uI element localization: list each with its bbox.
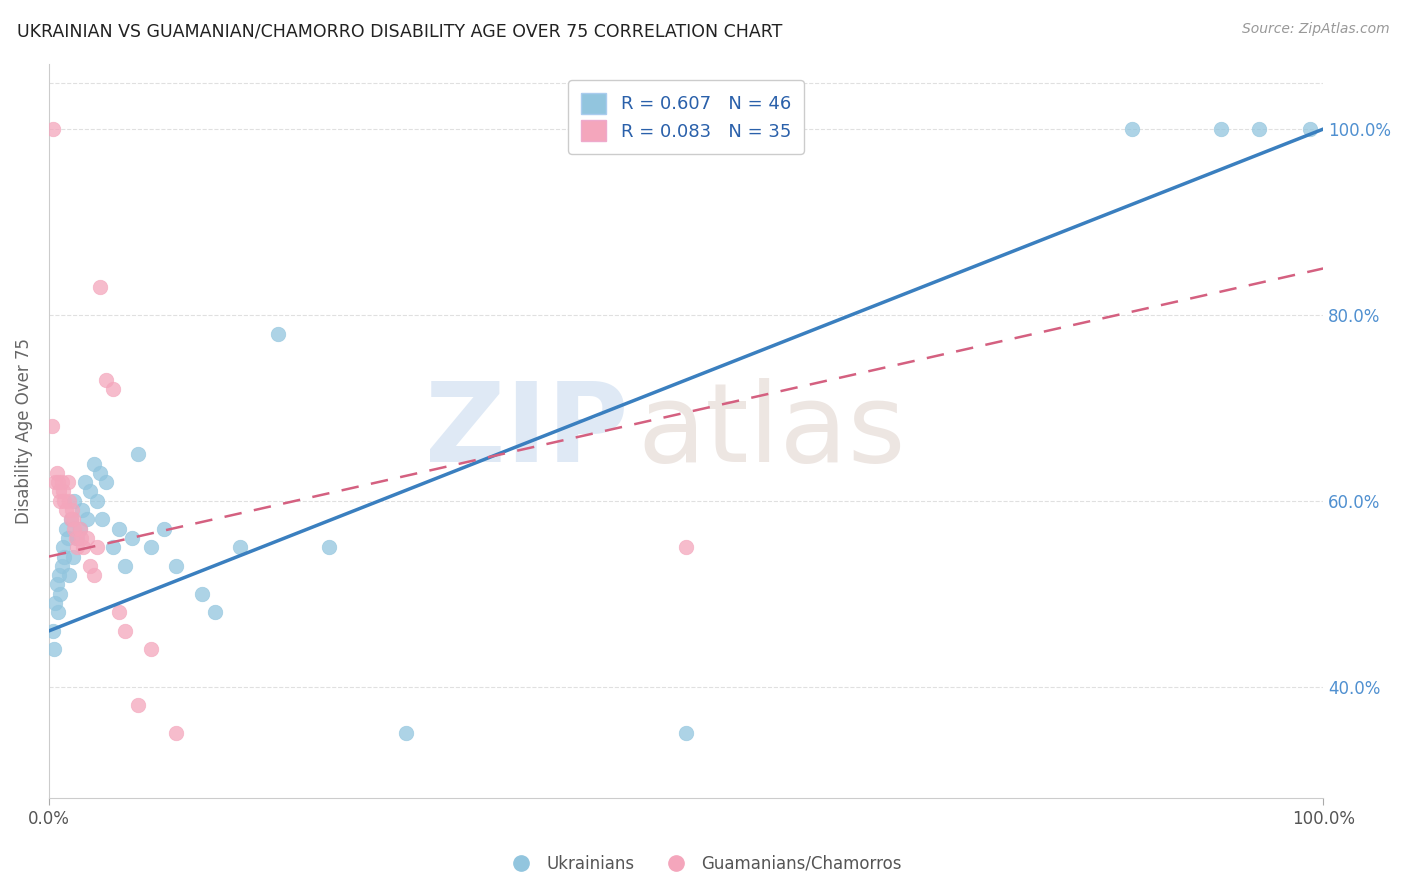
Point (675, 726, 697, 740)
Point (121, 531, 143, 545)
Point (52, 541, 75, 555)
Point (96, 475, 118, 490)
Point (127, 447, 149, 461)
Point (1299, 122, 1322, 136)
Point (62, 512, 84, 526)
Point (44, 596, 66, 610)
Text: Source: ZipAtlas.com: Source: ZipAtlas.com (1241, 22, 1389, 37)
Point (52, 484, 75, 499)
Point (48, 568, 70, 582)
Point (55, 522, 77, 536)
Point (69, 522, 91, 536)
Point (79, 558, 101, 573)
Point (89, 466, 111, 480)
Point (318, 541, 340, 555)
Text: ZIP: ZIP (426, 377, 628, 484)
Text: atlas: atlas (638, 377, 905, 484)
Point (114, 558, 136, 573)
Point (59, 512, 82, 526)
Point (101, 541, 124, 555)
Point (49, 493, 72, 508)
Point (48, 484, 70, 499)
Point (56, 531, 79, 545)
Point (56, 475, 79, 490)
Point (59, 512, 82, 526)
Point (51, 558, 73, 573)
Point (1121, 122, 1143, 136)
Point (42, 642, 65, 657)
Point (69, 531, 91, 545)
Point (66, 531, 89, 545)
Point (49, 587, 72, 601)
Point (69, 522, 91, 536)
Point (46, 605, 69, 619)
Point (89, 280, 111, 294)
Point (53, 549, 76, 564)
Point (96, 373, 118, 387)
Legend: R = 0.607   N = 46, R = 0.083   N = 35: R = 0.607 N = 46, R = 0.083 N = 35 (568, 80, 804, 153)
Point (76, 512, 98, 526)
Point (1249, 122, 1271, 136)
Point (79, 484, 101, 499)
Point (45, 466, 67, 480)
Point (165, 558, 187, 573)
Point (53, 493, 76, 508)
Point (191, 587, 214, 601)
Point (139, 642, 162, 657)
Point (229, 541, 252, 555)
Point (675, 541, 697, 555)
Point (45, 577, 67, 591)
Point (139, 541, 162, 555)
Point (101, 382, 124, 396)
Legend: Ukrainians, Guamanians/Chamorros: Ukrainians, Guamanians/Chamorros (498, 848, 908, 880)
Point (58, 493, 80, 508)
Point (72, 541, 94, 555)
Point (395, 726, 418, 740)
Point (70, 503, 93, 517)
Point (86, 541, 108, 555)
Point (204, 605, 226, 619)
Point (165, 726, 187, 740)
Point (58, 568, 80, 582)
Point (42, 122, 65, 136)
Point (114, 624, 136, 638)
Point (267, 326, 290, 341)
Point (51, 475, 73, 490)
Point (152, 522, 174, 536)
Point (63, 522, 86, 536)
Point (55, 503, 77, 517)
Point (83, 568, 105, 582)
Point (1211, 122, 1233, 136)
Point (91, 512, 114, 526)
Point (108, 522, 131, 536)
Point (44, 475, 66, 490)
Point (42, 624, 65, 638)
Point (41, 419, 63, 434)
Point (108, 605, 131, 619)
Point (60, 503, 83, 517)
Point (86, 493, 108, 508)
Y-axis label: Disability Age Over 75: Disability Age Over 75 (15, 338, 32, 524)
Point (73, 475, 96, 490)
Text: UKRAINIAN VS GUAMANIAN/CHAMORRO DISABILITY AGE OVER 75 CORRELATION CHART: UKRAINIAN VS GUAMANIAN/CHAMORRO DISABILI… (17, 22, 782, 40)
Point (66, 541, 89, 555)
Point (83, 457, 105, 471)
Point (63, 493, 86, 508)
Point (76, 531, 98, 545)
Point (46, 475, 69, 490)
Point (127, 698, 149, 713)
Point (65, 531, 87, 545)
Point (62, 549, 84, 564)
